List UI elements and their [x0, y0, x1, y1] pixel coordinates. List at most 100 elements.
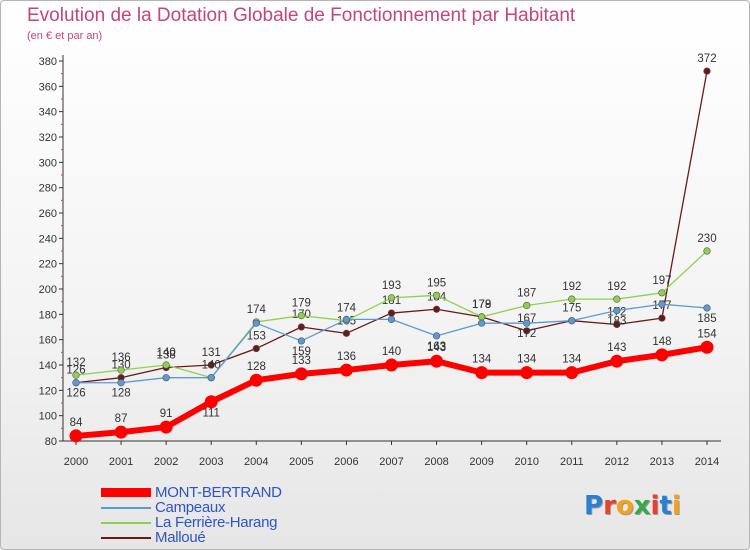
- data-label: 148: [652, 336, 671, 348]
- data-label: 192: [607, 281, 626, 293]
- data-point: [658, 314, 666, 322]
- data-label: 128: [247, 361, 266, 373]
- data-point: [613, 320, 621, 329]
- legend-item: Malloué: [101, 529, 401, 546]
- data-point: [297, 312, 305, 320]
- legend-label: La Ferrière-Harang: [155, 514, 278, 531]
- data-point: [432, 291, 441, 299]
- data-label: 179: [472, 299, 491, 311]
- x-tick-label: 2013: [650, 456, 674, 468]
- y-tick-label: 180: [39, 309, 57, 321]
- data-point: [658, 289, 666, 297]
- data-label: 136: [111, 352, 130, 364]
- x-tick-label: 2005: [289, 456, 313, 468]
- data-label: 193: [382, 280, 401, 292]
- x-tick-label: 2007: [379, 456, 403, 468]
- data-label: 126: [66, 388, 85, 400]
- series-la-ferri-re-harang: 132 136 140 140 174 179 174 193 195 179 187 192 192 1…: [66, 233, 717, 382]
- chart-title: Evolution de la Dotation Globale de Fonc…: [27, 5, 576, 26]
- data-point: [523, 319, 531, 327]
- data-point: [478, 313, 486, 321]
- data-point: [342, 315, 351, 324]
- data-point: [72, 379, 80, 387]
- data-label: 192: [562, 281, 581, 293]
- data-point: [430, 354, 444, 368]
- y-tick-label: 160: [39, 335, 57, 347]
- x-tick-label: 2002: [154, 456, 178, 468]
- data-label: 84: [70, 417, 83, 429]
- legend-swatch: [101, 537, 151, 539]
- data-label: 140: [202, 360, 221, 372]
- data-point: [297, 337, 305, 345]
- data-point: [297, 323, 305, 331]
- data-label: 372: [697, 53, 716, 65]
- data-point: [207, 361, 215, 369]
- data-label: 138: [157, 350, 176, 362]
- data-point: [342, 329, 351, 337]
- data-point: [478, 319, 486, 327]
- data-label: 132: [66, 357, 85, 369]
- y-tick-label: 340: [39, 107, 57, 119]
- data-point: [252, 344, 260, 353]
- x-tick-label: 2008: [424, 456, 448, 468]
- data-point: [655, 348, 669, 362]
- legend-label: MONT-BERTRAND: [155, 484, 282, 501]
- x-tick-label: 2014: [695, 456, 719, 468]
- logo-text: Proxiti: [584, 491, 681, 521]
- data-label: 174: [337, 303, 357, 315]
- data-point: [294, 367, 308, 381]
- data-label: 134: [562, 354, 582, 366]
- data-label: 140: [382, 346, 401, 358]
- legend-swatch: [101, 522, 151, 524]
- data-point: [520, 366, 534, 380]
- legend-swatch: [101, 507, 151, 509]
- data-point: [72, 371, 80, 379]
- data-point: [387, 294, 396, 302]
- data-point: [387, 315, 396, 324]
- data-point: [339, 363, 353, 377]
- x-tick-label: 2003: [199, 456, 223, 468]
- data-point: [568, 295, 576, 303]
- data-point: [523, 301, 531, 310]
- data-label: 111: [202, 408, 219, 420]
- data-label: 87: [115, 413, 128, 425]
- x-tick-label: 2001: [109, 456, 133, 468]
- data-label: 143: [607, 342, 626, 354]
- data-point: [249, 373, 263, 387]
- data-point: [565, 366, 579, 380]
- x-tick-label: 2006: [334, 456, 358, 468]
- data-label: 172: [517, 328, 536, 340]
- legend-swatch: [101, 488, 151, 497]
- x-tick-label: 2004: [244, 456, 268, 468]
- y-tick-label: 380: [39, 56, 57, 68]
- y-tick-label: 200: [39, 284, 57, 296]
- data-label: 187: [517, 287, 536, 299]
- data-label: 143: [427, 342, 446, 354]
- y-tick-label: 220: [39, 259, 57, 271]
- series-mont-bertrand: 84 87 91 111 128 133 136 140 143 134 134 134 143 148 1…: [69, 328, 717, 443]
- data-point: [114, 425, 128, 439]
- data-label: 91: [160, 408, 173, 420]
- data-point: [432, 332, 441, 340]
- data-point: [69, 429, 83, 443]
- legend-label: Campeaux: [155, 499, 226, 516]
- data-label: 179: [292, 298, 311, 310]
- x-tick-label: 2009: [469, 456, 493, 468]
- y-tick-label: 300: [39, 157, 57, 169]
- data-label: 185: [697, 313, 716, 325]
- data-point: [610, 354, 624, 368]
- proxiti-logo: Proxiti: [584, 491, 681, 521]
- data-label: 134: [517, 354, 537, 366]
- x-tick-label: 2012: [605, 456, 629, 468]
- data-point: [613, 295, 621, 303]
- data-point: [162, 374, 170, 382]
- series-line: [75, 71, 708, 384]
- data-point: [613, 306, 621, 315]
- data-point: [117, 379, 125, 387]
- data-label: 197: [652, 275, 671, 287]
- data-point: [703, 67, 711, 75]
- data-label: 159: [292, 346, 311, 358]
- data-label: 230: [697, 233, 716, 245]
- data-label: 130: [111, 360, 130, 372]
- data-point: [703, 304, 711, 312]
